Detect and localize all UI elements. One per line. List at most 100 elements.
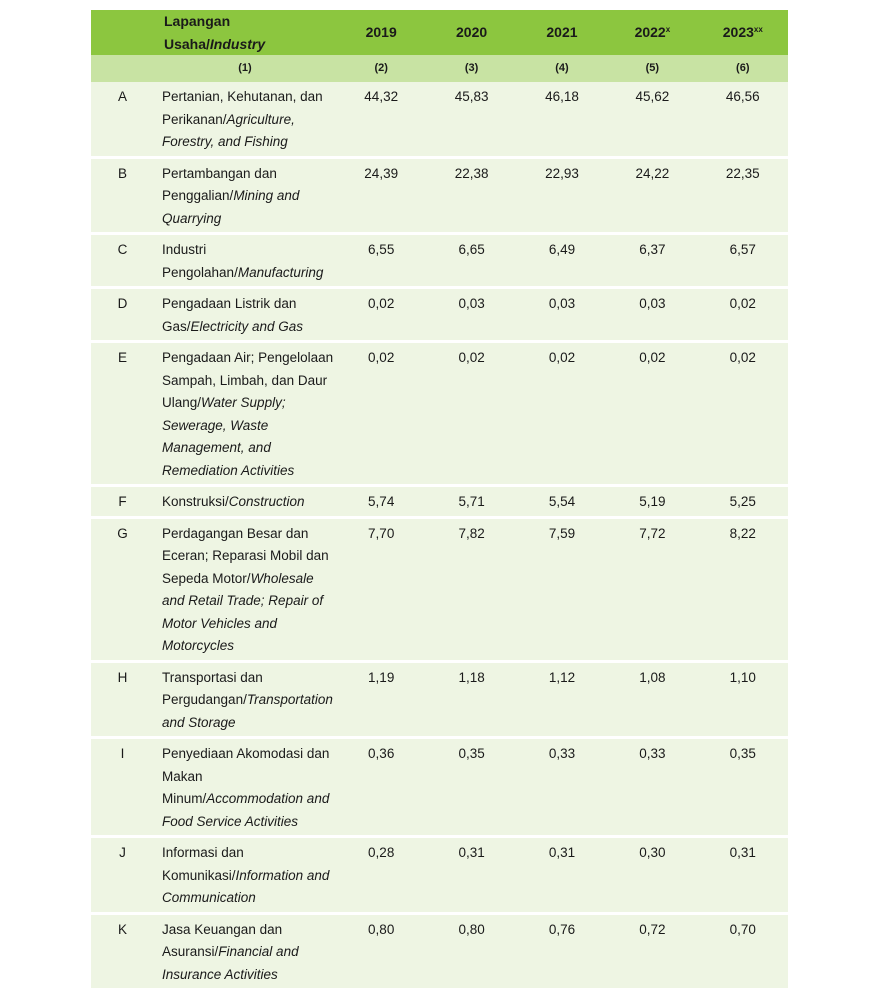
value-cell: 5,74 xyxy=(336,485,427,517)
header-year: 2022x xyxy=(607,10,698,55)
value-cell: 22,38 xyxy=(426,157,517,234)
value-cell: 0,02 xyxy=(516,341,608,486)
table-row: E Pengadaan Air; Pengelolaan Sampah, Limb… xyxy=(91,341,788,486)
value-cell: 6,65 xyxy=(426,233,517,288)
column-number: (6) xyxy=(697,55,788,82)
value-cell: 1,12 xyxy=(516,661,608,738)
value-cell: 0,31 xyxy=(516,836,608,913)
row-industry: Transportasi dan Pergudangan/Transportat… xyxy=(154,661,336,738)
row-code: H xyxy=(91,661,154,738)
header-year: 2023xx xyxy=(697,10,788,55)
table-row: J Informasi dan Komunikasi/Information an… xyxy=(91,836,788,913)
value-cell: 22,93 xyxy=(516,157,608,234)
year-label: 2020 xyxy=(456,24,488,41)
industry-name-en: Construction xyxy=(228,494,305,509)
industry-name-en: Wholesale and Retail Trade; Repair of Mo… xyxy=(162,570,324,654)
table-row: I Penyediaan Akomodasi dan Makan Minum/Ac… xyxy=(91,737,788,837)
industry-name-id: Informasi dan Komunikasi/ xyxy=(162,845,244,883)
value-cell: 0,03 xyxy=(516,287,608,342)
industry-name-en: Electricity and Gas xyxy=(190,318,304,334)
value-cell: 45,62 xyxy=(607,82,698,157)
value-cell: 6,55 xyxy=(336,233,427,288)
value-cell: 8,22 xyxy=(697,517,788,661)
value-cell: 24,39 xyxy=(336,157,427,234)
row-industry: Jasa Keuangan dan Asuransi/Financial and… xyxy=(154,913,336,990)
table-row: F Konstruksi/Construction 5,74 5,71 5,54 5,19… xyxy=(91,485,788,517)
value-cell: 7,59 xyxy=(516,517,608,661)
value-cell: 46,56 xyxy=(697,82,788,157)
value-cell: 0,30 xyxy=(607,836,698,913)
year-mark: x xyxy=(665,25,671,35)
row-industry: Pengadaan Listrik dan Gas/Electricity an… xyxy=(154,287,336,342)
value-cell: 7,72 xyxy=(607,517,698,661)
industry-name-id: Konstruksi/ xyxy=(162,494,229,509)
row-code: D xyxy=(91,287,154,342)
row-industry: Pertambangan dan Penggalian/Mining and Q… xyxy=(154,157,336,234)
industry-name-en: Water Supply; Sewerage, Waste Management… xyxy=(162,395,295,478)
row-code: A xyxy=(91,82,154,157)
value-cell: 0,80 xyxy=(426,913,517,990)
row-industry: Penyediaan Akomodasi dan Makan Minum/Acc… xyxy=(154,737,336,837)
value-cell: 24,22 xyxy=(607,157,698,234)
table-row: B Pertambangan dan Penggalian/Mining and … xyxy=(91,157,788,234)
table-row: D Pengadaan Listrik dan Gas/Electricity a… xyxy=(91,287,788,342)
table-row: K Jasa Keuangan dan Asuransi/Financial an… xyxy=(91,913,788,990)
value-cell: 5,25 xyxy=(697,485,788,517)
header-industry: Lapangan Usaha/Industry xyxy=(154,10,336,55)
value-cell: 0,03 xyxy=(607,287,698,342)
value-cell: 46,18 xyxy=(516,82,608,157)
row-code: J xyxy=(91,836,154,913)
industry-name-en: Mining and Quarrying xyxy=(162,188,300,226)
header-industry-id: Lapangan Usaha/ xyxy=(164,13,231,52)
value-cell: 0,02 xyxy=(697,287,788,342)
header-year: 2019 xyxy=(336,10,427,55)
value-cell: 0,33 xyxy=(516,737,608,837)
value-cell: 0,31 xyxy=(697,836,788,913)
column-number: (3) xyxy=(426,55,517,82)
industry-name-id: Pertanian, Kehutanan, dan Perikanan/ xyxy=(162,89,323,127)
row-industry: Pertanian, Kehutanan, dan Perikanan/Agri… xyxy=(154,82,336,157)
value-cell: 0,02 xyxy=(426,341,517,486)
value-cell: 0,36 xyxy=(336,737,427,837)
value-cell: 1,08 xyxy=(607,661,698,738)
industry-name-en: Transportation and Storage xyxy=(162,692,333,730)
table-row: C Industri Pengolahan/Manufacturing 6,55 6,… xyxy=(91,233,788,288)
value-cell: 0,70 xyxy=(697,913,788,990)
value-cell: 1,10 xyxy=(697,661,788,738)
value-cell: 0,31 xyxy=(426,836,517,913)
year-label: 2019 xyxy=(365,24,397,41)
column-number: (5) xyxy=(607,55,698,82)
column-number-row: (1) (2) (3) (4) (5) (6) xyxy=(91,55,788,82)
year-label: 2022 xyxy=(634,24,666,41)
industry-name-id: Pengadaan Listrik dan Gas/ xyxy=(162,296,297,334)
value-cell: 7,70 xyxy=(336,517,427,661)
value-cell: 0,02 xyxy=(607,341,698,486)
value-cell: 5,19 xyxy=(607,485,698,517)
row-industry: Industri Pengolahan/Manufacturing xyxy=(154,233,336,288)
row-code: B xyxy=(91,157,154,234)
industry-name-id: Perdagangan Besar dan Eceran; Reparasi M… xyxy=(162,525,329,586)
value-cell: 0,35 xyxy=(426,737,517,837)
value-cell: 0,33 xyxy=(607,737,698,837)
value-cell: 0,03 xyxy=(426,287,517,342)
value-cell: 44,32 xyxy=(336,82,427,157)
value-cell: 22,35 xyxy=(697,157,788,234)
row-industry: Informasi dan Komunikasi/Information and… xyxy=(154,836,336,913)
value-cell: 5,54 xyxy=(516,485,608,517)
table-row: H Transportasi dan Pergudangan/Transporta… xyxy=(91,661,788,738)
row-code: K xyxy=(91,913,154,990)
industry-name-en: Accommodation and Food Service Activitie… xyxy=(162,791,330,829)
industry-name-en: Agriculture, Forestry, and Fishing xyxy=(162,111,295,150)
industry-table: Lapangan Usaha/Industry 2019 2020 2021 2… xyxy=(91,10,788,991)
value-cell: 0,76 xyxy=(516,913,608,990)
industry-name-id: Industri Pengolahan/ xyxy=(162,242,238,280)
value-cell: 0,72 xyxy=(607,913,698,990)
value-cell: 6,37 xyxy=(607,233,698,288)
value-cell: 5,71 xyxy=(426,485,517,517)
value-cell: 0,02 xyxy=(697,341,788,486)
column-number: (4) xyxy=(516,55,608,82)
header-year: 2021 xyxy=(516,10,608,55)
value-cell: 6,49 xyxy=(516,233,608,288)
row-code: C xyxy=(91,233,154,288)
row-industry: Pengadaan Air; Pengelolaan Sampah, Limba… xyxy=(154,341,336,486)
